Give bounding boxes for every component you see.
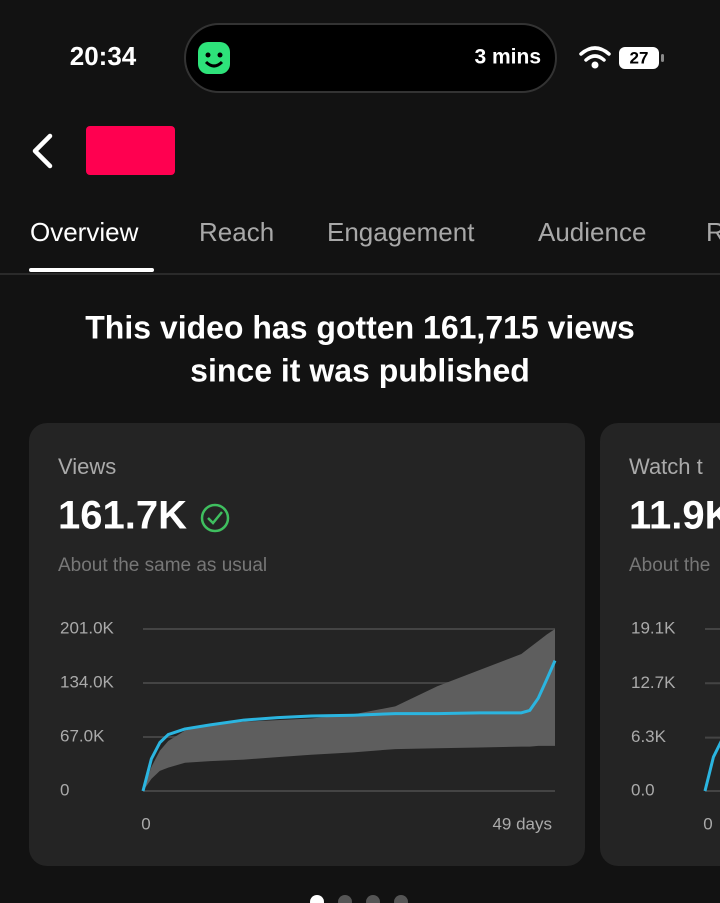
y-tick-label: 6.3K (631, 727, 667, 746)
status-check (207, 511, 223, 525)
redacted-title (86, 126, 175, 175)
app-icon-eye (205, 52, 211, 58)
headline-line: This video has gotten 161,715 views (85, 309, 635, 345)
card-label: Views (58, 454, 116, 479)
wifi-dot (591, 61, 599, 69)
battery-level: 27 (630, 48, 649, 67)
cards: Views 161.7K About the same as usual 0 67.0K… (58, 454, 720, 833)
tab-indicator (29, 268, 154, 272)
page-dot-active[interactable] (310, 895, 324, 903)
metric-card[interactable] (29, 423, 585, 866)
x-tick-label: 0 (141, 814, 150, 833)
x-tick-label: 49 days (492, 814, 552, 833)
card-comparison: About the same as usual (58, 555, 267, 576)
views-line (141, 660, 557, 792)
tab-bar: Overview Reach Engagement Audience R (30, 217, 720, 247)
battery-cap (661, 54, 664, 62)
app-icon-eye (217, 52, 223, 58)
page-dot[interactable] (338, 895, 352, 903)
tab[interactable]: Overview (30, 217, 139, 247)
activity-timer: 3 mins (474, 46, 541, 69)
x-tick-label: 0 (703, 814, 712, 833)
clock: 20:34 (70, 41, 137, 71)
card-comparison: About the (629, 555, 710, 576)
page-dot[interactable] (366, 895, 380, 903)
headline-line: since it was published (190, 352, 530, 388)
wifi-icon (579, 46, 611, 62)
tab[interactable]: R (706, 217, 720, 247)
y-tick-label: 201.0K (60, 618, 115, 637)
dynamic-island[interactable] (184, 23, 557, 93)
tab[interactable]: Engagement (327, 217, 475, 247)
views-line (703, 740, 720, 792)
y-tick-label: 0.0 (631, 780, 655, 799)
y-tick-label: 0 (60, 780, 69, 799)
page-dot[interactable] (394, 895, 408, 903)
tab[interactable]: Reach (199, 217, 274, 247)
y-tick-label: 67.0K (60, 726, 105, 745)
y-tick-label: 12.7K (631, 673, 676, 692)
y-tick-label: 134.0K (60, 672, 115, 691)
card-value: 11.9K (629, 494, 720, 538)
app-icon-smile (204, 60, 224, 68)
metric-card[interactable] (600, 423, 720, 866)
status-icon (200, 503, 230, 533)
app-icon (198, 42, 230, 74)
card-value: 161.7K (58, 494, 187, 538)
battery (619, 47, 659, 69)
typical-range (143, 629, 555, 791)
y-tick-label: 19.1K (631, 618, 676, 637)
card-label: Watch t (629, 454, 703, 479)
back-button[interactable] (32, 133, 53, 169)
tab[interactable]: Audience (538, 217, 646, 247)
